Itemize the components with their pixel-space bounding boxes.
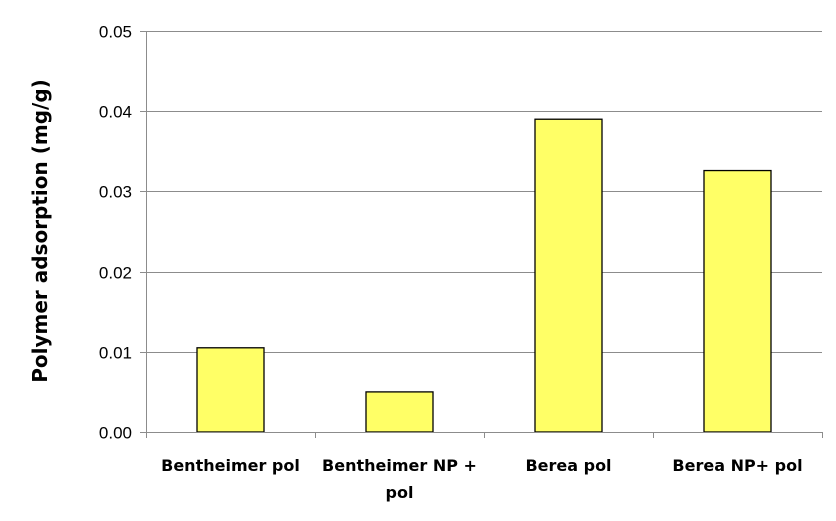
y-tick-label: 0.00: [99, 424, 132, 443]
y-tick-label: 0.04: [99, 103, 132, 122]
x-category-label: Berea NP+ pol: [672, 456, 802, 475]
y-tick-label: 0.03: [99, 183, 132, 202]
y-tick-label: 0.01: [99, 344, 132, 363]
bar: [534, 118, 603, 433]
axes: [140, 31, 823, 438]
bars: [196, 118, 772, 433]
labels: 0.00 0.01 0.02 0.03 0.04 0.05 Bentheimer pol Be…: [99, 23, 803, 503]
x-category-label: pol: [386, 483, 414, 502]
x-category-label: Bentheimer NP +: [322, 456, 477, 475]
y-tick-label: 0.02: [99, 264, 132, 283]
y-tick-label: 0.05: [99, 23, 132, 42]
bar: [703, 169, 772, 433]
x-category-label: Bentheimer pol: [161, 456, 300, 475]
x-category-label: Berea pol: [525, 456, 611, 475]
bar: [196, 347, 265, 433]
bar: [365, 391, 434, 433]
y-axis-title: Polymer adsorption (mg/g): [28, 79, 52, 383]
